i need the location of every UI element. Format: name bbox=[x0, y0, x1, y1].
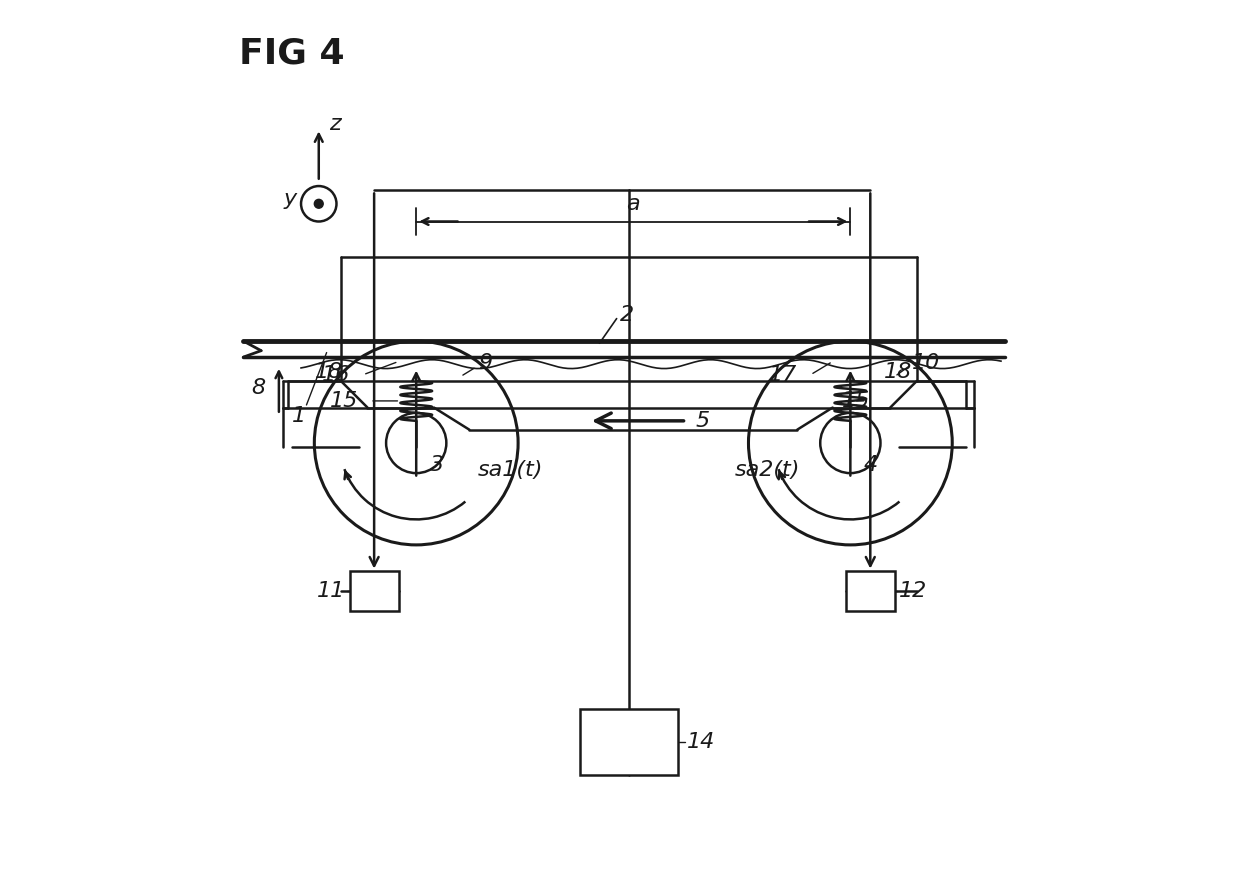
Text: 18: 18 bbox=[315, 362, 343, 382]
Text: z: z bbox=[330, 114, 341, 134]
Text: 10: 10 bbox=[913, 354, 941, 373]
Text: 2: 2 bbox=[620, 305, 634, 324]
Text: 15: 15 bbox=[842, 391, 869, 411]
Circle shape bbox=[314, 199, 324, 208]
Text: 18: 18 bbox=[884, 362, 911, 382]
Text: 9: 9 bbox=[479, 354, 492, 373]
Text: 3: 3 bbox=[429, 455, 444, 475]
Text: 17: 17 bbox=[769, 365, 797, 385]
Text: 8: 8 bbox=[252, 378, 265, 398]
Text: FIG 4: FIG 4 bbox=[239, 36, 345, 70]
Text: 14: 14 bbox=[687, 732, 714, 752]
Text: a: a bbox=[626, 194, 640, 214]
Text: 5: 5 bbox=[696, 411, 709, 431]
Text: sa2(t): sa2(t) bbox=[735, 460, 801, 479]
Text: 15: 15 bbox=[330, 391, 358, 411]
Bar bbox=[846, 571, 894, 611]
Bar bbox=[350, 571, 398, 611]
Text: 12: 12 bbox=[899, 581, 928, 602]
Text: 16: 16 bbox=[321, 365, 350, 385]
Text: sa1(t): sa1(t) bbox=[479, 460, 543, 479]
Bar bbox=[580, 709, 677, 775]
Text: 1: 1 bbox=[293, 407, 306, 426]
Text: 4: 4 bbox=[863, 455, 878, 475]
Text: 11: 11 bbox=[317, 581, 345, 602]
Text: y: y bbox=[284, 190, 296, 209]
